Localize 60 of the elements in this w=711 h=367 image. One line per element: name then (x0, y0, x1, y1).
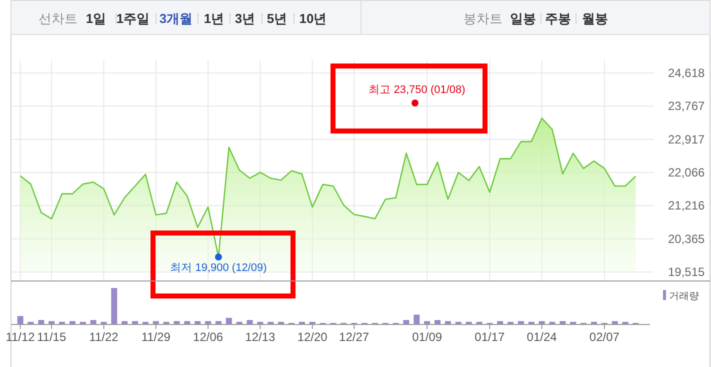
text: 3개월 (159, 11, 193, 26)
x-tick-label: 01/24 (526, 330, 558, 344)
bar (444, 321, 451, 324)
bar (205, 321, 212, 324)
x-tick-label: 11/12 (6, 330, 36, 344)
text: 1주일 (116, 11, 150, 26)
text: 일봉 (510, 11, 536, 26)
bar (17, 316, 24, 324)
bar (194, 321, 201, 324)
bar (403, 320, 410, 324)
text: 주봉 (545, 11, 571, 26)
bar (111, 288, 118, 324)
bar (152, 321, 159, 324)
bar (184, 321, 190, 324)
legend-label: 거래량 (669, 291, 699, 302)
text: 3년 (234, 11, 256, 26)
bar (414, 314, 420, 324)
annotation: 최저 19,900 (12/09) (170, 262, 267, 274)
bar (518, 321, 524, 324)
bar (226, 318, 232, 324)
text: 1일 (86, 11, 106, 26)
x-tick-label: 12/20 (297, 330, 328, 344)
text: 5년 (266, 11, 288, 26)
x-tick-label: 12/13 (245, 330, 276, 344)
y-tick-label: 21,216 (668, 198, 706, 213)
bar (48, 321, 55, 324)
bar (497, 321, 504, 324)
bar (424, 321, 430, 324)
bar (246, 320, 253, 324)
text: 봉차트 (464, 11, 502, 26)
text: 월봉 (582, 11, 608, 26)
bar (215, 321, 222, 324)
x-tick-label: 01/09 (412, 330, 442, 344)
text: 1년 (204, 11, 224, 26)
x-tick-label: 12/27 (339, 330, 370, 344)
x-tick-label: 12/06 (193, 330, 224, 344)
y-tick-label: 20,365 (668, 232, 706, 246)
text: 선차트 (38, 11, 78, 26)
bar (174, 321, 180, 324)
y-tick-label: 19,515 (668, 265, 706, 279)
bar (122, 321, 128, 324)
x-tick-label: 11/15 (37, 330, 66, 344)
bar (612, 321, 618, 324)
annotation: 최고 23,750 (01/08) (368, 84, 466, 96)
y-tick-label: 22,066 (668, 166, 706, 180)
text: 10년 (299, 11, 327, 26)
y-tick-label: 23,767 (668, 99, 706, 114)
y-tick-label: 24,618 (668, 66, 706, 80)
bar (69, 321, 76, 324)
x-tick-label: 11/22 (89, 330, 119, 344)
x-tick-label: 02/07 (589, 330, 620, 344)
bar (132, 321, 138, 324)
bar (38, 320, 44, 324)
y-tick-label: 22,917 (668, 132, 706, 146)
bar (90, 320, 96, 324)
x-tick-label: 01/17 (474, 330, 506, 344)
bar (538, 321, 545, 324)
bar (560, 321, 566, 324)
bar (434, 320, 441, 324)
x-tick-label: 11/29 (141, 330, 171, 344)
